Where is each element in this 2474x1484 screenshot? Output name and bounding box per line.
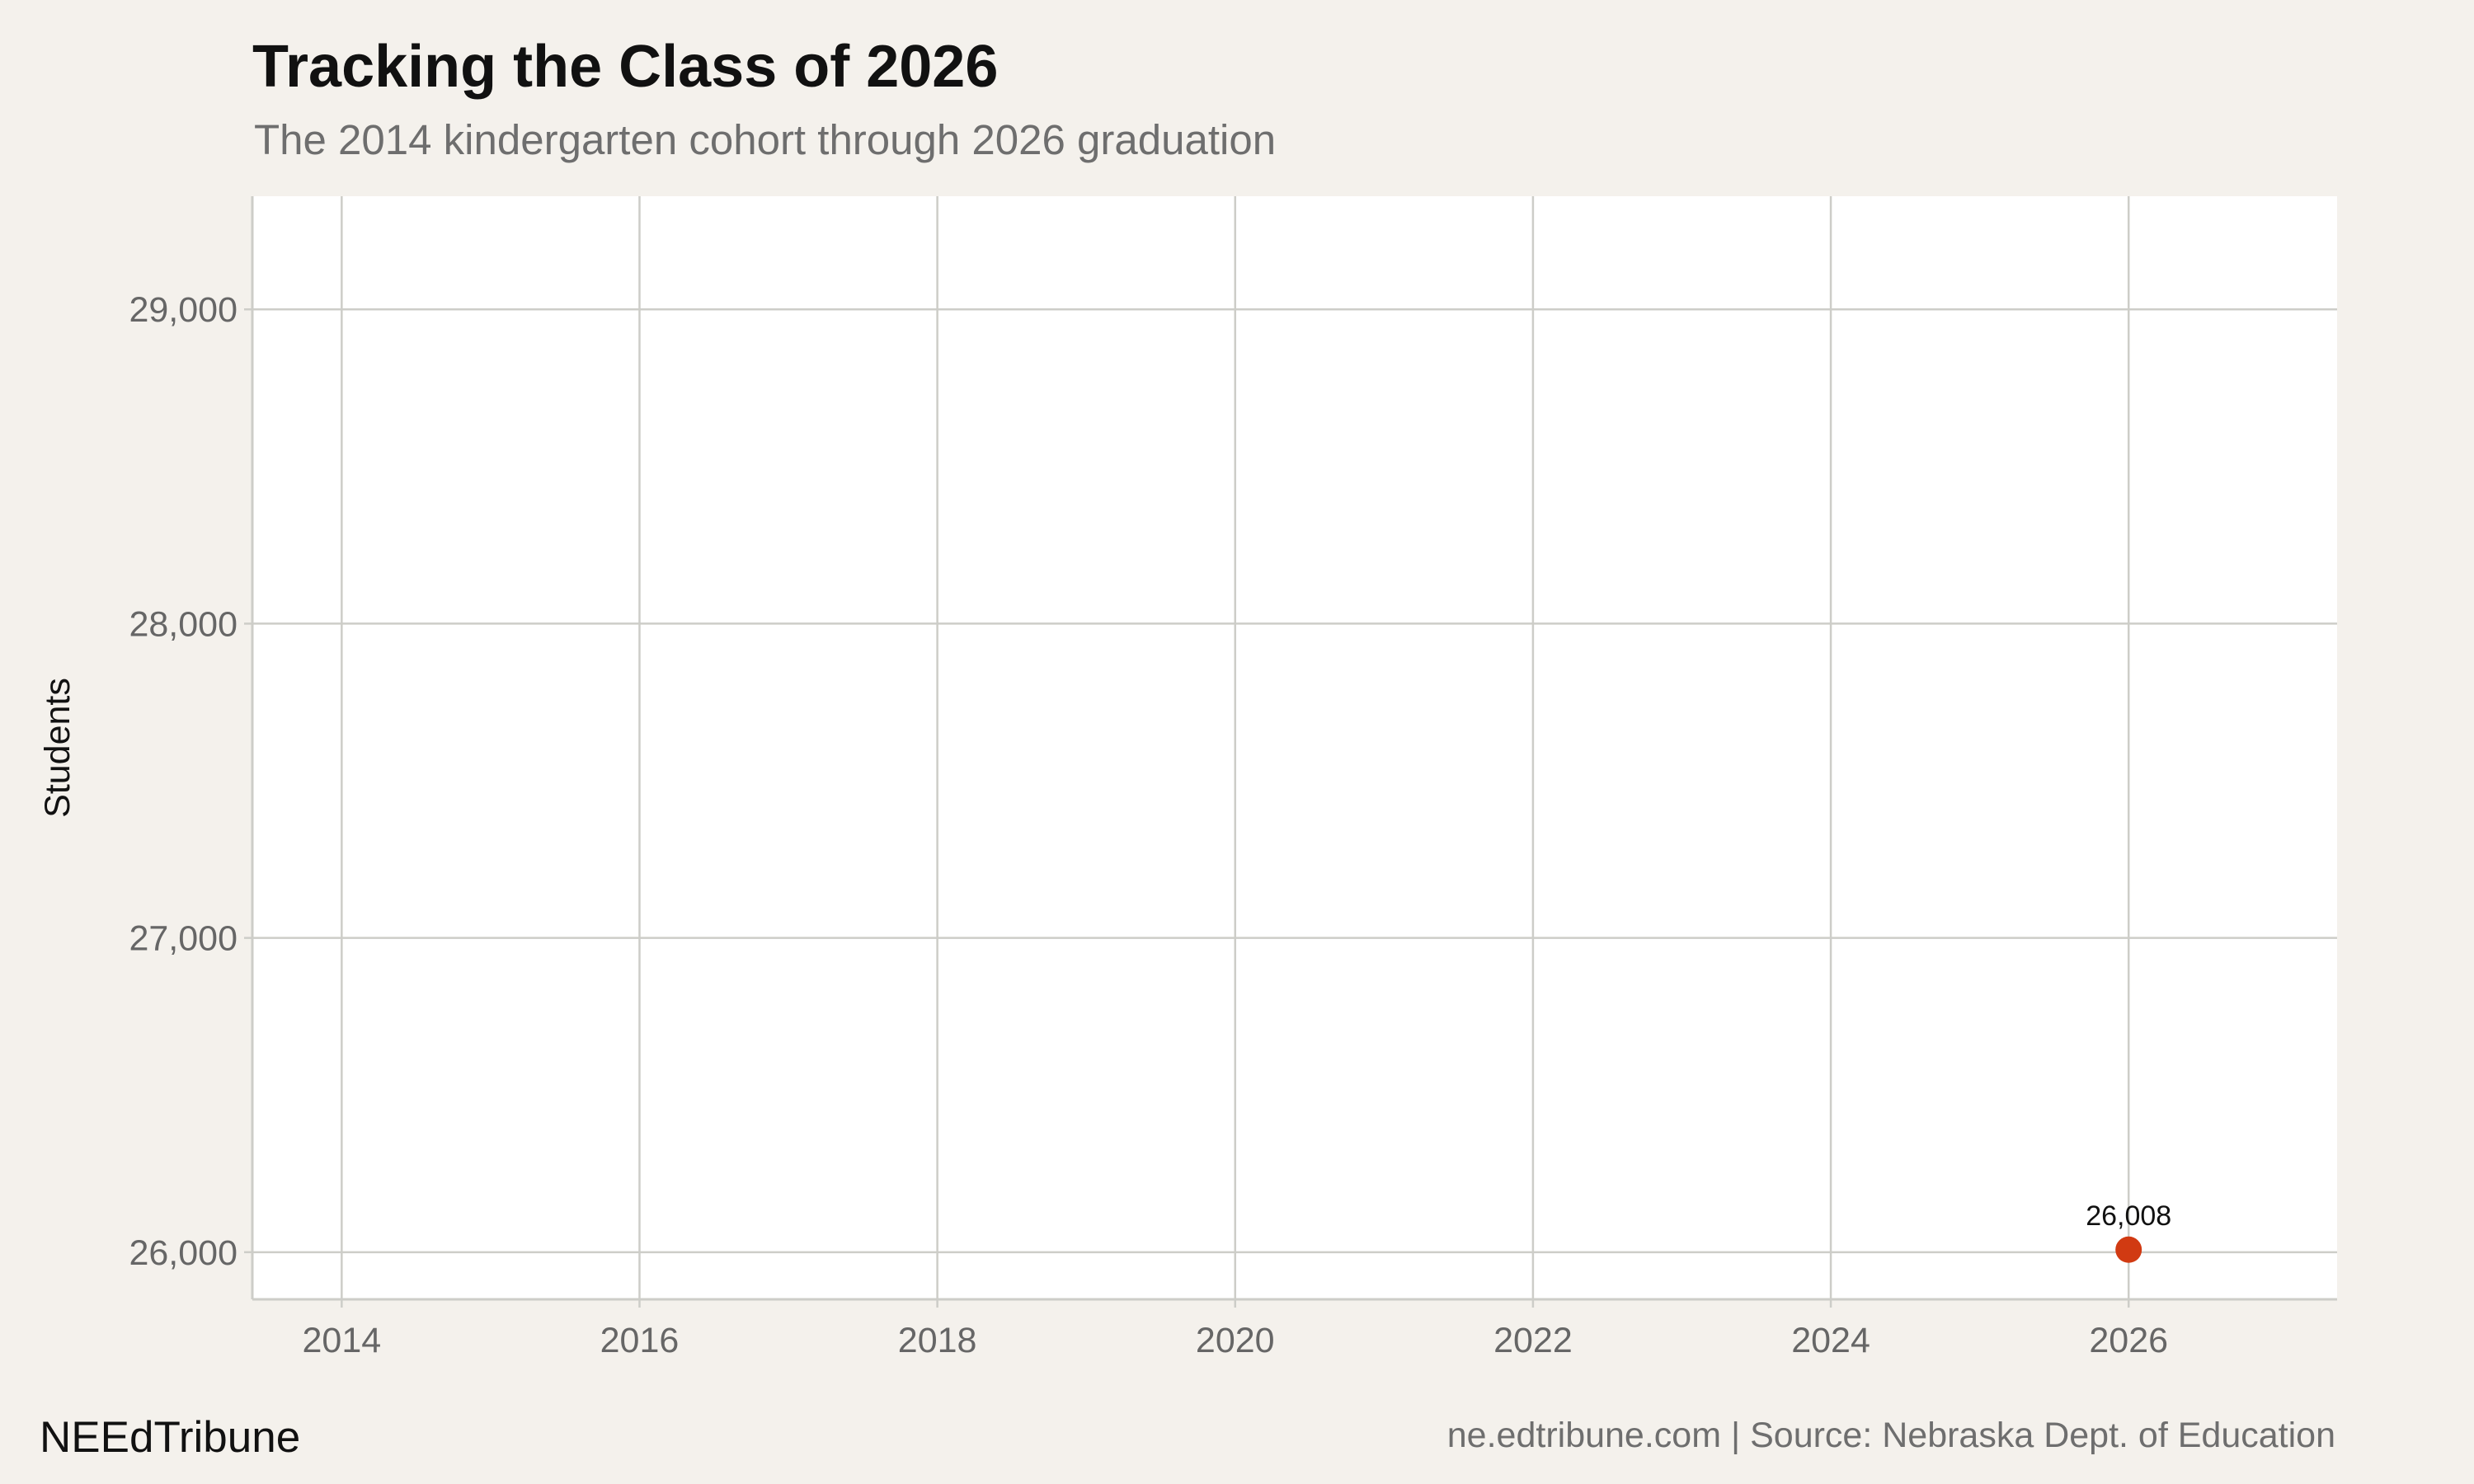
chart-title: Tracking the Class of 2026 [252, 34, 999, 100]
tick-labels: 2014 2016 2018 2020 2022 2024 2026 26,000 27,000… [129, 290, 2168, 1360]
x-tick-label: 2018 [898, 1321, 977, 1360]
axes [244, 196, 2337, 1308]
y-tick-label: 29,000 [129, 290, 238, 330]
data-points: 26,008 [2086, 1200, 2171, 1263]
gridlines [252, 196, 2337, 1299]
chart-subtitle: The 2014 kindergarten cohort through 202… [254, 116, 1277, 163]
x-tick-label: 2016 [600, 1321, 680, 1360]
y-tick-label: 28,000 [129, 604, 238, 644]
source-credit: ne.edtribune.com | Source: Nebraska Dept… [1446, 1416, 2335, 1455]
data-label: 26,008 [2086, 1200, 2171, 1232]
y-tick-label: 27,000 [129, 919, 238, 959]
x-tick-label: 2026 [2089, 1321, 2168, 1360]
brand-logo-text: NEEdTribune [40, 1413, 301, 1462]
data-point [2115, 1236, 2142, 1263]
x-tick-label: 2024 [1791, 1321, 1870, 1360]
y-tick-label: 26,000 [129, 1233, 238, 1273]
x-tick-label: 2020 [1196, 1321, 1275, 1360]
x-tick-label: 2014 [303, 1321, 382, 1360]
y-axis-label: Students [38, 678, 78, 818]
x-tick-label: 2022 [1493, 1321, 1573, 1360]
plot-panel [252, 196, 2337, 1299]
